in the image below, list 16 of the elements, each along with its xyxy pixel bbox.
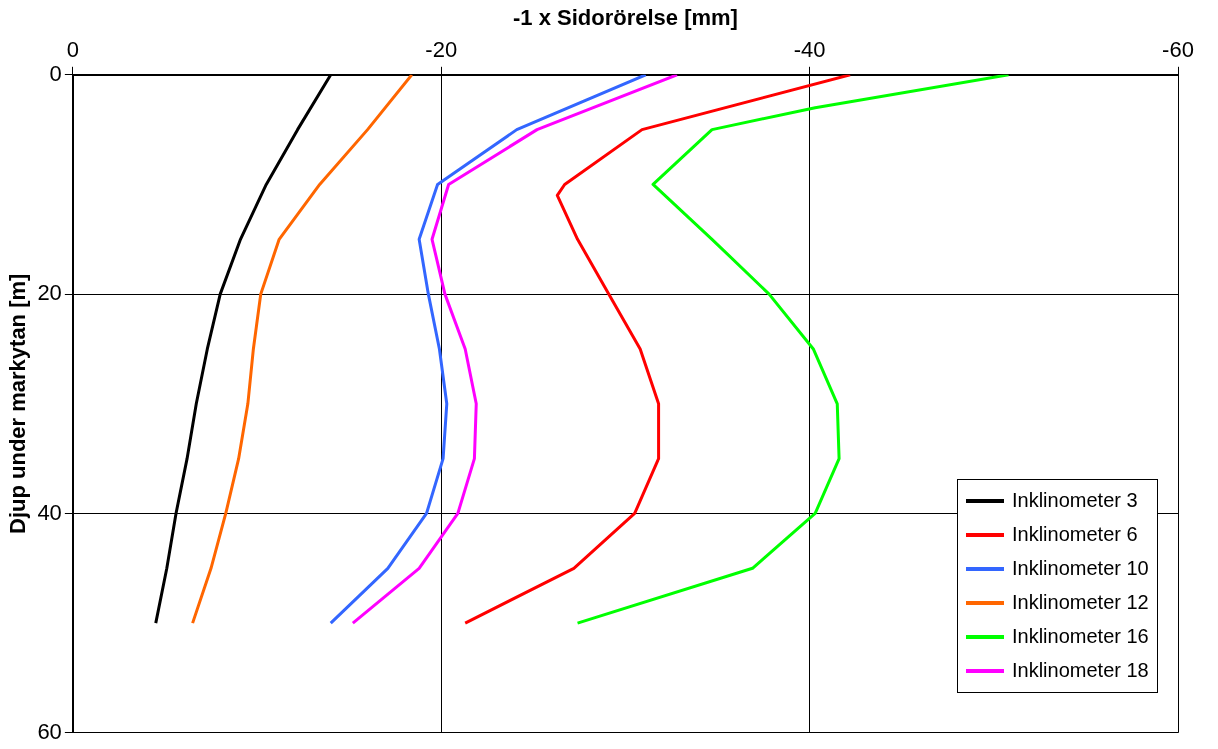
y-axis-title: Djup under markytan [m] (5, 273, 31, 534)
legend-label: Inklinometer 16 (1012, 625, 1149, 649)
legend-label: Inklinometer 10 (1012, 557, 1149, 581)
x-tick-label: -20 (425, 36, 458, 62)
legend-label: Inklinometer 12 (1012, 591, 1149, 615)
x-axis-title: -1 x Sidorörelse [mm] (512, 5, 738, 31)
legend-label: Inklinometer 3 (1012, 489, 1138, 513)
y-tick-label: 40 (37, 499, 62, 525)
x-tick-label: 0 (66, 36, 79, 62)
y-tick-label: 0 (49, 60, 62, 86)
legend-label: Inklinometer 6 (1012, 523, 1138, 547)
y-tick-label: 20 (37, 280, 62, 306)
x-tick-label: -40 (793, 36, 826, 62)
legend-label: Inklinometer 18 (1012, 659, 1149, 683)
y-tick-label: 60 (37, 718, 62, 744)
x-tick-label: -60 (1162, 36, 1194, 62)
